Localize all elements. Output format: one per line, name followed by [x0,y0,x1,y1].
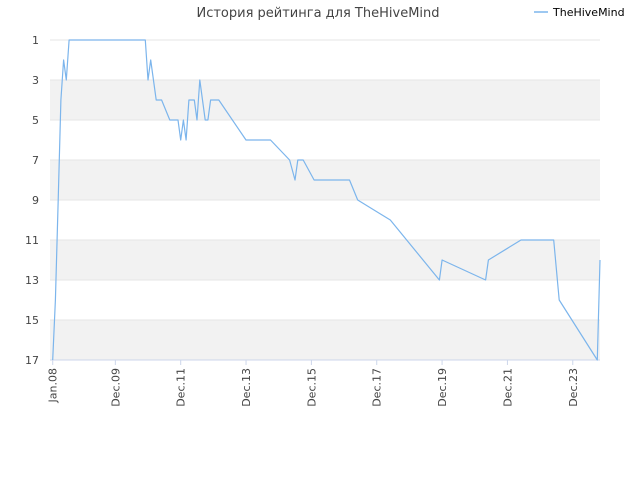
y-tick-label: 13 [25,274,39,287]
y-tick-label: 3 [32,74,39,87]
x-tick-label: Dec.13 [240,368,253,407]
plot-band [50,40,600,80]
x-tick-label: Dec.09 [109,368,122,407]
x-tick-label: Dec.15 [305,368,318,407]
x-tick-label: Dec.21 [501,368,514,407]
y-tick-label: 1 [32,34,39,47]
x-tick-label: Dec.23 [567,368,580,407]
series-group [52,39,601,361]
x-tick-label: Dec.11 [175,368,188,407]
plot-band [50,120,600,160]
legend[interactable]: TheHiveMind [534,6,625,19]
plot-bands [50,40,600,360]
plot-band [50,320,600,360]
y-tick-label: 11 [25,234,39,247]
y-tick-label: 17 [25,354,39,367]
x-tick-label: Jan.08 [47,368,60,403]
plot-band [50,240,600,280]
x-tick-labels: Jan.08 Dec.09 Dec.11 Dec.13 Dec.15 Dec.17 Dec.… [47,360,580,407]
y-tick-label: 9 [32,194,39,207]
x-tick-label: Dec.19 [436,368,449,407]
plot-band [50,280,600,320]
y-tick-label: 7 [32,154,39,167]
x-tick-label: Dec.17 [371,368,384,407]
series-line-thehivemind [52,39,601,361]
legend-label: TheHiveMind [552,6,625,19]
plot-band [50,80,600,120]
y-tick-label: 5 [32,114,39,127]
y-tick-label: 15 [25,314,39,327]
plot-band [50,200,600,240]
chart-title: История рейтинга для TheHiveMind [196,6,439,21]
